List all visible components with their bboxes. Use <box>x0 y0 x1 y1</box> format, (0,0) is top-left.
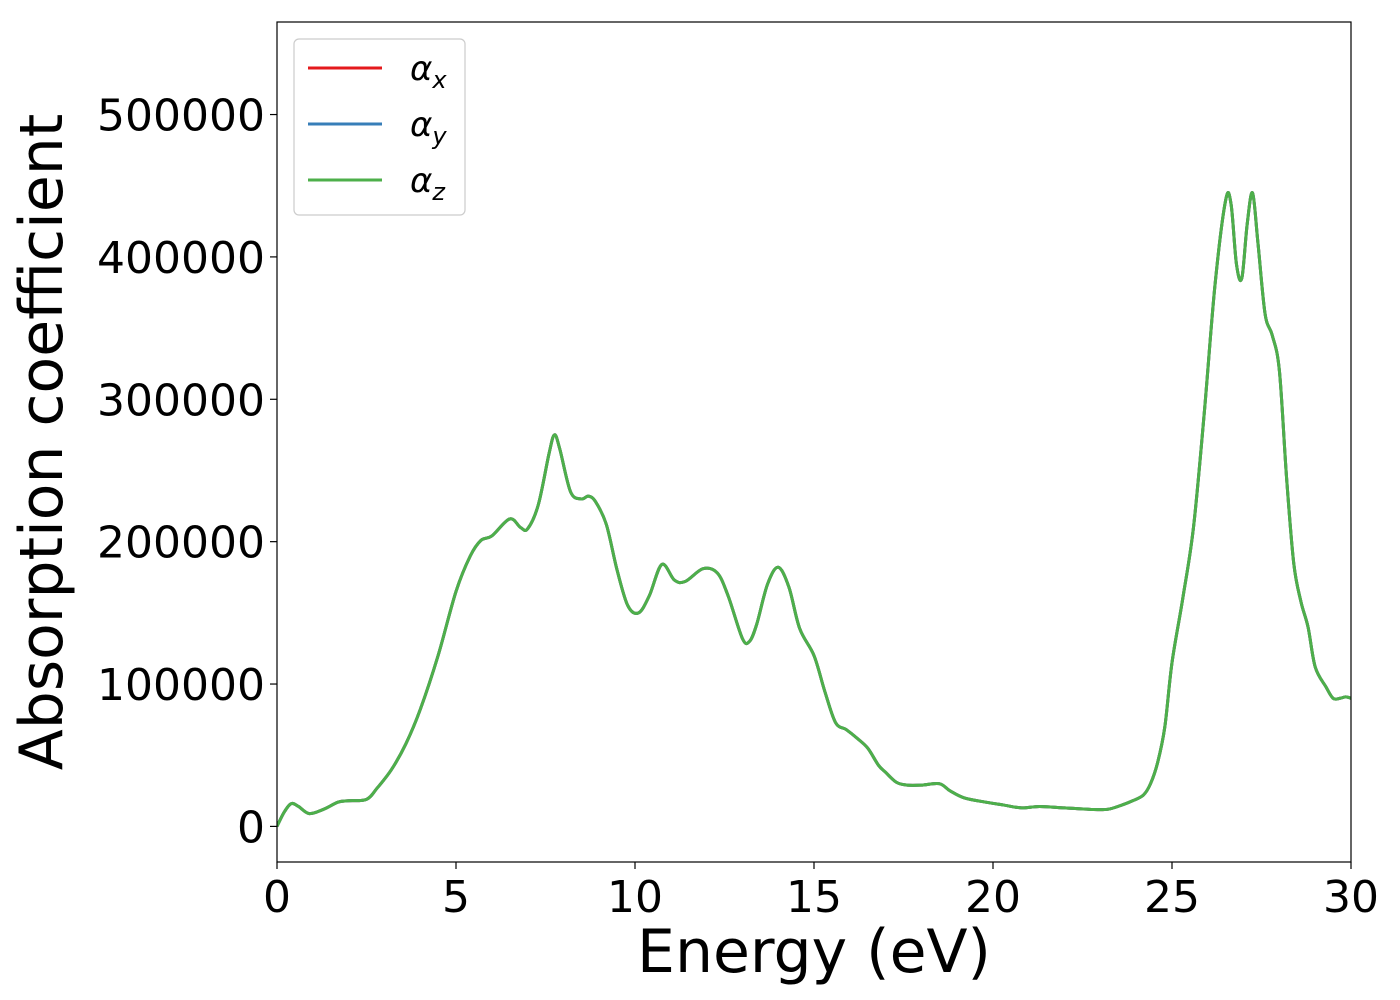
legend-subscript: y <box>431 122 447 150</box>
y-tick-label: 300000 <box>97 375 265 426</box>
y-tick-label: 100000 <box>97 660 265 711</box>
x-tick-label: 0 <box>263 872 291 923</box>
x-tick-label: 30 <box>1323 872 1379 923</box>
y-axis: 0 100000 200000 300000 400000 500000 <box>97 91 277 853</box>
legend-subscript: z <box>431 178 446 206</box>
y-tick-label: 0 <box>237 802 265 853</box>
series-layer <box>277 191 1351 828</box>
y-tick-label: 400000 <box>97 233 265 284</box>
legend-label: αy <box>410 105 447 150</box>
y-tick-label: 200000 <box>97 518 265 569</box>
x-tick-label: 20 <box>965 872 1021 923</box>
legend-subscript: x <box>431 66 447 94</box>
legend-symbol: α <box>410 105 432 145</box>
x-tick-label: 25 <box>1144 872 1200 923</box>
legend-symbol: α <box>410 161 432 201</box>
legend-label: αx <box>410 49 447 94</box>
y-tick-label: 500000 <box>97 91 265 142</box>
legend-symbol: α <box>410 49 432 89</box>
x-axis: 0 5 10 15 20 25 30 <box>263 862 1379 923</box>
series-line-alpha-z <box>277 191 1351 828</box>
legend-frame <box>293 38 466 216</box>
x-tick-label: 5 <box>442 872 470 923</box>
y-axis-label: Absorption coefficient <box>7 114 77 771</box>
legend-label: αz <box>410 161 446 206</box>
x-tick-label: 10 <box>607 872 663 923</box>
x-tick-label: 15 <box>786 872 842 923</box>
x-axis-label: Energy (eV) <box>637 917 991 987</box>
